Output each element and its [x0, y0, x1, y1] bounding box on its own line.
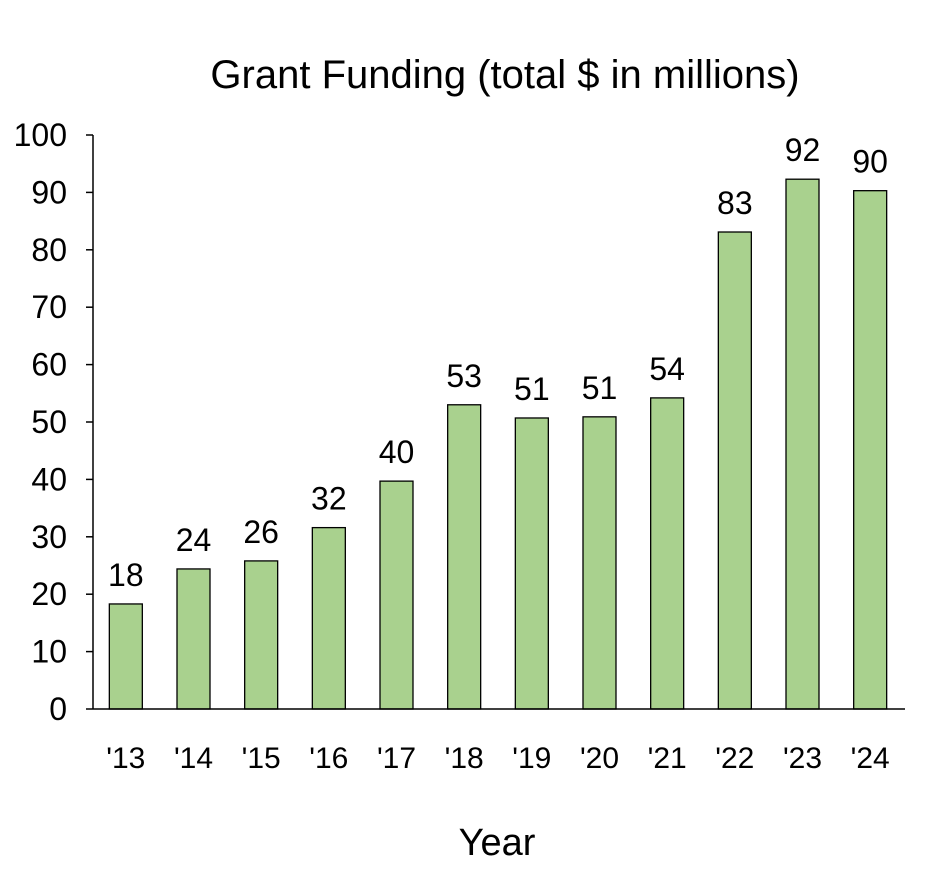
bar: [108, 603, 143, 710]
data-label: 51: [582, 370, 618, 406]
data-label: 26: [243, 514, 279, 550]
x-tick-label: '14: [174, 742, 213, 775]
y-tick-label: 100: [14, 117, 67, 153]
x-tick-label: '19: [512, 742, 551, 775]
data-label: 24: [176, 522, 212, 558]
x-tick-label: '18: [445, 742, 484, 775]
bar: [447, 404, 482, 710]
y-tick-label: 50: [31, 404, 67, 440]
y-tick-label: 10: [31, 634, 67, 670]
bar: [785, 178, 820, 710]
bar: [244, 560, 279, 710]
y-tick-label: 90: [31, 174, 67, 210]
data-label: 32: [311, 481, 347, 517]
y-tick-label: 20: [31, 576, 67, 612]
data-label: 51: [514, 371, 550, 407]
bar: [379, 480, 414, 710]
x-axis-label: Year: [459, 822, 536, 864]
bar: [853, 190, 888, 710]
x-tick-label: '24: [851, 742, 890, 775]
data-label: 92: [785, 132, 821, 168]
data-label: 18: [108, 557, 144, 593]
data-label: 53: [446, 358, 482, 394]
y-tick-label: 60: [31, 347, 67, 383]
chart-title: Grant Funding (total $ in millions): [210, 53, 799, 97]
y-tick-label: 0: [49, 691, 67, 727]
y-tick-label: 80: [31, 232, 67, 268]
bar: [176, 568, 211, 710]
y-tick-label: 40: [31, 461, 67, 497]
bar: [717, 231, 752, 710]
x-tick-label: '23: [783, 742, 822, 775]
x-tick-label: '13: [106, 742, 145, 775]
y-axis: 0 10 20 30 40 50 60 70 80 90 100: [14, 117, 94, 727]
x-tick-label: '21: [648, 742, 687, 775]
x-tick-label: '15: [242, 742, 281, 775]
bar: [514, 417, 549, 710]
bar: [311, 526, 346, 710]
bars: 18 24 26 32 40 53 51 51 54 83 92 90: [108, 132, 888, 710]
y-tick-label: 70: [31, 289, 67, 325]
x-tick-label: '20: [580, 742, 619, 775]
y-tick-label: 30: [31, 519, 67, 555]
x-tick-label: '17: [377, 742, 416, 775]
data-label: 90: [852, 144, 888, 180]
data-label: 83: [717, 185, 753, 221]
data-label: 54: [649, 351, 685, 387]
x-tick-label: '22: [715, 742, 754, 775]
x-axis: '13 '14 '15 '16 '17 '18 '19 '20 '21 '22 '23 '24: [93, 708, 905, 775]
bar: [582, 416, 617, 710]
bar: [650, 397, 685, 710]
data-label: 40: [379, 434, 415, 470]
x-tick-label: '16: [309, 742, 348, 775]
